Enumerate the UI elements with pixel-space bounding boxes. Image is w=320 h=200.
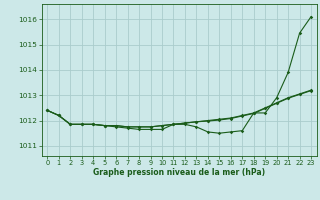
- X-axis label: Graphe pression niveau de la mer (hPa): Graphe pression niveau de la mer (hPa): [93, 168, 265, 177]
